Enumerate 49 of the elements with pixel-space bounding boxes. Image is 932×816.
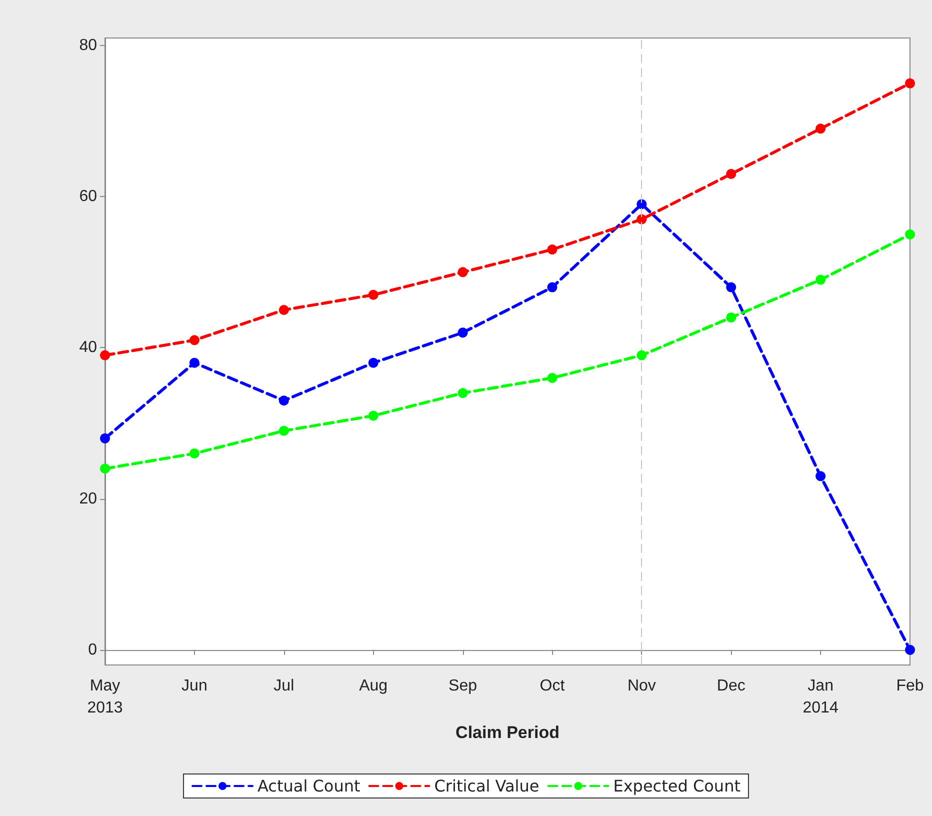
point xyxy=(905,78,915,88)
point xyxy=(636,199,647,210)
legend-label: Critical Value xyxy=(434,776,540,796)
point xyxy=(816,274,826,285)
point xyxy=(100,350,110,360)
y-tick-label: 40 xyxy=(79,339,98,356)
y-tick-label: 80 xyxy=(79,37,98,54)
point xyxy=(905,229,915,240)
point xyxy=(547,372,558,383)
point xyxy=(100,464,110,474)
point xyxy=(726,168,736,179)
point xyxy=(189,448,200,458)
point xyxy=(636,350,647,360)
point xyxy=(189,358,200,368)
point xyxy=(458,267,468,278)
x-tick-label: Oct xyxy=(540,678,566,694)
x-tick-label: Nov xyxy=(627,678,656,694)
x-tick-label: Dec xyxy=(716,678,746,694)
point xyxy=(189,335,200,346)
x-tick-label: Jul xyxy=(274,678,294,694)
x-tick-label: May 2013 xyxy=(87,678,123,716)
x-axis-title: Claim Period xyxy=(456,722,560,742)
y-tick-label: 60 xyxy=(79,188,98,206)
x-tick-label: Aug xyxy=(359,678,388,694)
x-tick-label: Jan 2014 xyxy=(802,678,838,716)
x-tick-label: Feb xyxy=(896,678,924,694)
point xyxy=(278,304,289,315)
point xyxy=(458,388,468,398)
y-tick-label: 20 xyxy=(79,490,98,508)
point xyxy=(905,644,915,655)
point xyxy=(547,244,558,255)
point xyxy=(816,124,826,134)
point xyxy=(458,328,468,338)
point xyxy=(278,426,289,436)
point xyxy=(547,282,558,292)
y-tick-label: 0 xyxy=(88,641,98,658)
point xyxy=(726,282,736,292)
point xyxy=(636,214,647,224)
point xyxy=(278,396,289,406)
point xyxy=(726,312,736,323)
point xyxy=(368,290,378,300)
point xyxy=(816,471,826,482)
point xyxy=(100,433,110,444)
legend-label: Actual Count xyxy=(258,776,360,796)
x-tick-label: Jun xyxy=(182,678,208,694)
legend-label: Expected Count xyxy=(613,776,740,796)
x-tick-label: Sep xyxy=(448,678,478,694)
point xyxy=(368,358,378,368)
point xyxy=(368,410,378,421)
